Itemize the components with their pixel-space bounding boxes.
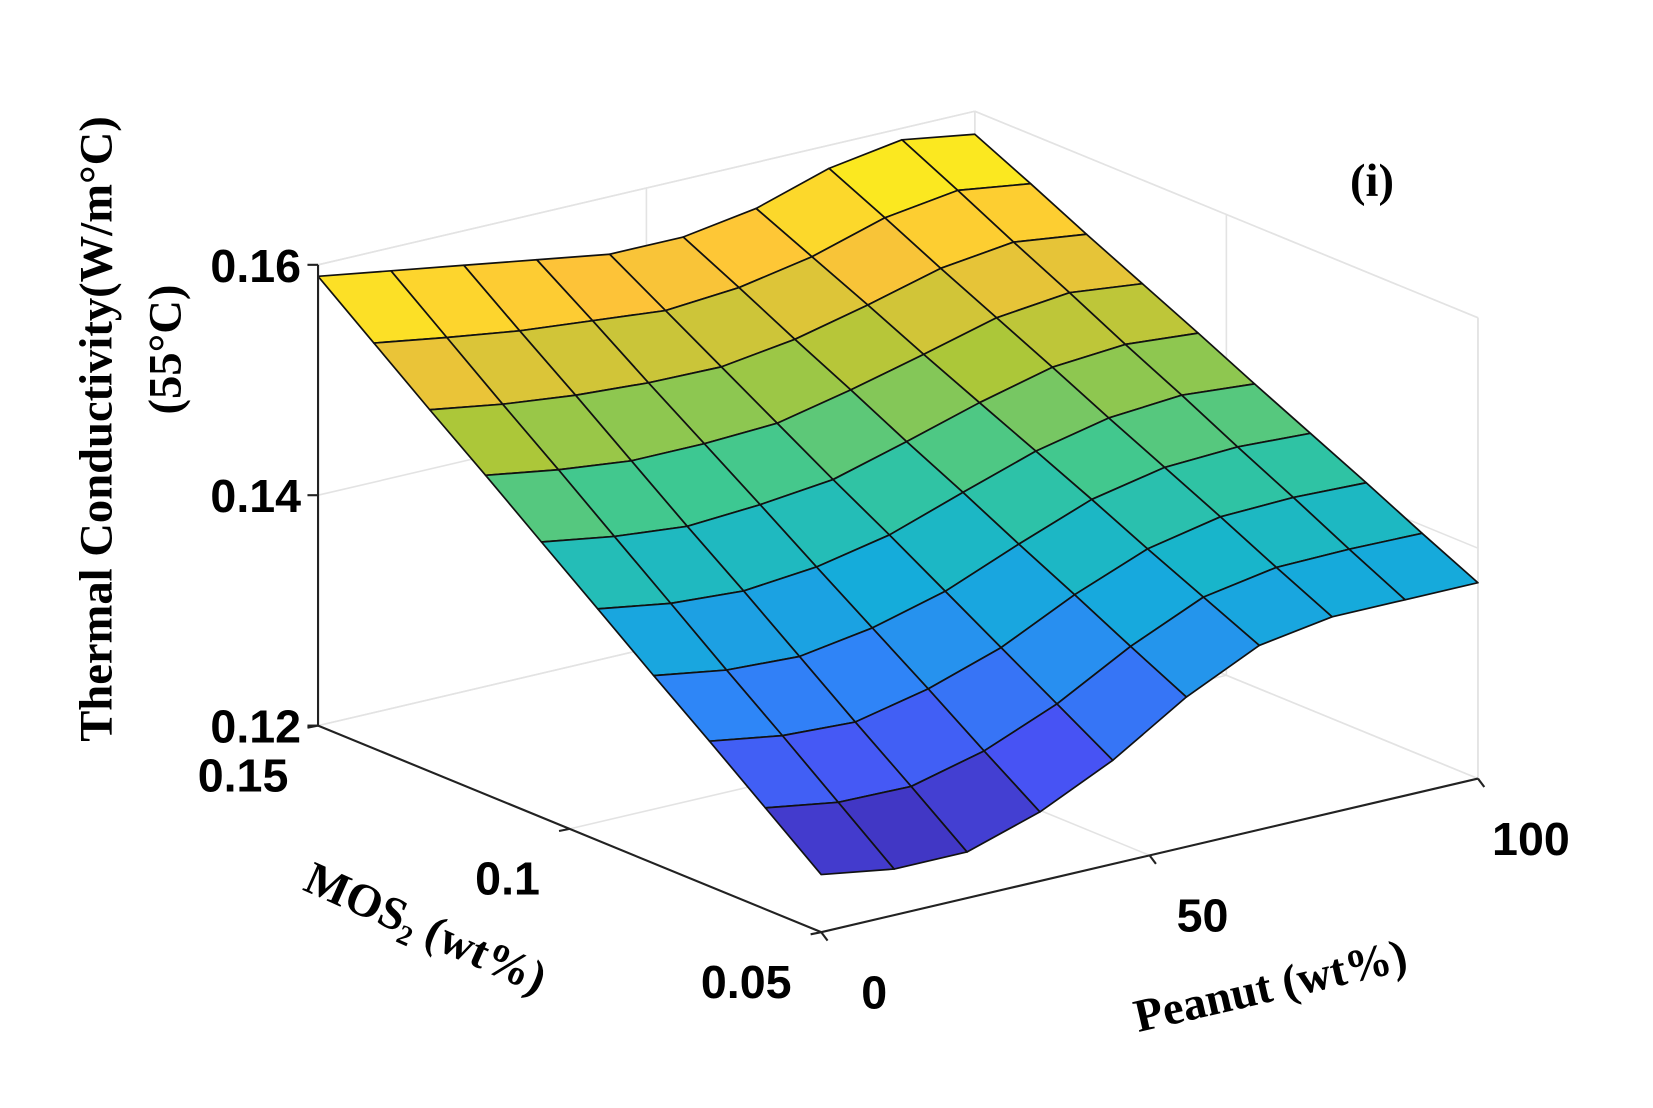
x-tick (820, 931, 829, 942)
y-tick-label: 0.05 (701, 956, 792, 1008)
z-tick-label: 0.12 (210, 701, 301, 753)
annotation: (i) (1350, 155, 1394, 207)
x-tick (1148, 854, 1157, 865)
z-tick-label: 0.16 (210, 240, 301, 292)
surface-cell (764, 801, 895, 876)
axes: 0.12 0.14 0.16 0.05 0.1 0.15 0 50 100 (198, 240, 1570, 1019)
x-tick-label: 50 (1177, 890, 1229, 942)
surface (317, 133, 1479, 876)
z-tick-label: 0.14 (210, 470, 301, 522)
y-tick (307, 724, 319, 729)
y-tick-label: 0.15 (198, 749, 289, 801)
x-tick-label: 0 (861, 966, 887, 1018)
x-tick-label: 100 (1492, 813, 1570, 865)
y-tick (810, 931, 822, 936)
x-axis-label: Peanut (wt%) (1129, 930, 1412, 1043)
z-axis-label: Thermal Conductivity(W/m°C) (71, 116, 123, 742)
x-tick (1477, 777, 1486, 788)
y-tick-label: 0.1 (475, 853, 540, 905)
y-tick (558, 827, 570, 833)
z-axis-label: (55°C) (139, 285, 191, 415)
